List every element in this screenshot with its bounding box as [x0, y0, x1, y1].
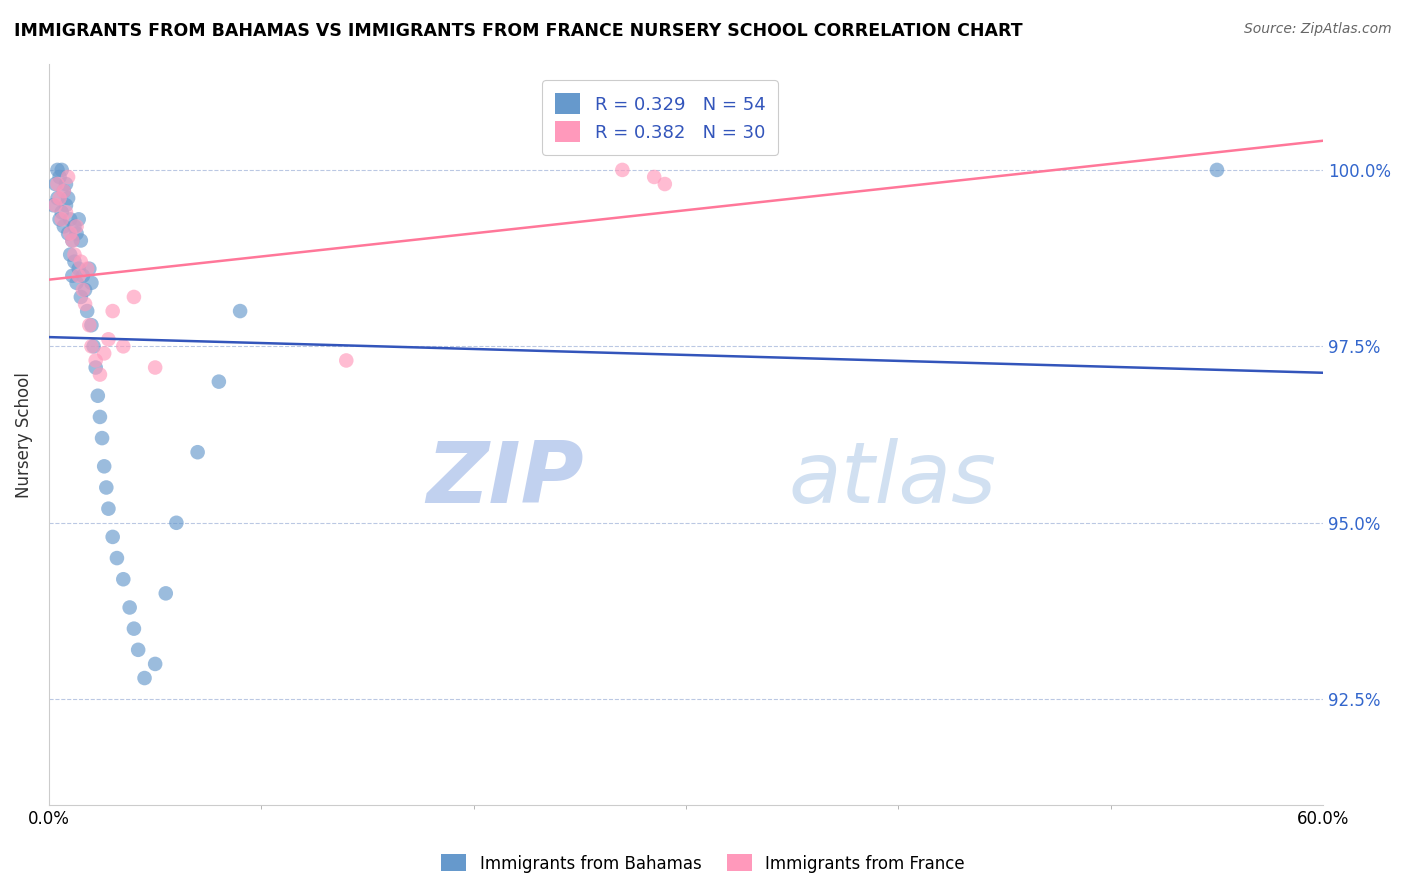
Legend: Immigrants from Bahamas, Immigrants from France: Immigrants from Bahamas, Immigrants from… [434, 847, 972, 880]
Y-axis label: Nursery School: Nursery School [15, 372, 32, 498]
Point [1206, 162, 1229, 177]
Point [335, 353, 357, 368]
Point [59, 212, 82, 227]
Point [80, 339, 103, 353]
Point [69, 234, 91, 248]
Point [84, 360, 107, 375]
Point [65, 227, 87, 241]
Point [67, 261, 90, 276]
Point [75, 283, 97, 297]
Point [93, 346, 115, 360]
Point [55, 198, 77, 212]
Point [72, 268, 94, 283]
Point [93, 459, 115, 474]
Point [56, 191, 79, 205]
Point [101, 530, 124, 544]
Point [59, 227, 82, 241]
Point [67, 212, 90, 227]
Point [52, 184, 75, 198]
Point [42, 198, 65, 212]
Point [97, 332, 120, 346]
Point [143, 360, 166, 375]
Point [60, 234, 83, 248]
Point [72, 283, 94, 297]
Point [187, 445, 209, 459]
Point [118, 600, 141, 615]
Text: atlas: atlas [787, 438, 995, 521]
Point [84, 353, 107, 368]
Point [48, 191, 70, 205]
Point [89, 368, 111, 382]
Point [87, 389, 110, 403]
Point [63, 219, 86, 234]
Point [51, 205, 73, 219]
Point [83, 339, 105, 353]
Point [65, 276, 87, 290]
Point [89, 409, 111, 424]
Point [69, 254, 91, 268]
Point [67, 268, 90, 283]
Point [48, 212, 70, 227]
Point [643, 169, 665, 184]
Point [165, 516, 187, 530]
Point [48, 169, 70, 184]
Point [55, 177, 77, 191]
Point [105, 551, 128, 566]
Point [65, 219, 87, 234]
Point [229, 304, 252, 318]
Text: IMMIGRANTS FROM BAHAMAS VS IMMIGRANTS FROM FRANCE NURSERY SCHOOL CORRELATION CHA: IMMIGRANTS FROM BAHAMAS VS IMMIGRANTS FR… [14, 22, 1022, 40]
Point [63, 247, 86, 261]
Point [76, 304, 98, 318]
Point [612, 162, 634, 177]
Point [80, 318, 103, 333]
Point [60, 234, 83, 248]
Point [63, 254, 86, 268]
Point [155, 586, 177, 600]
Point [112, 572, 135, 586]
Point [44, 177, 66, 191]
Point [79, 318, 101, 333]
Point [60, 268, 83, 283]
Point [101, 304, 124, 318]
Point [56, 169, 79, 184]
Point [143, 657, 166, 671]
Point [46, 191, 69, 205]
Point [654, 177, 676, 191]
Point [46, 177, 69, 191]
Point [91, 431, 114, 445]
Point [122, 622, 145, 636]
Point [52, 184, 75, 198]
Point [44, 198, 66, 212]
Point [122, 290, 145, 304]
Point [59, 247, 82, 261]
Point [76, 261, 98, 276]
Point [97, 501, 120, 516]
Point [134, 671, 156, 685]
Point [80, 276, 103, 290]
Text: Source: ZipAtlas.com: Source: ZipAtlas.com [1244, 22, 1392, 37]
Legend: R = 0.329   N = 54, R = 0.382   N = 30: R = 0.329 N = 54, R = 0.382 N = 30 [543, 80, 778, 154]
Point [79, 261, 101, 276]
Point [127, 642, 149, 657]
Point [208, 375, 231, 389]
Point [51, 162, 73, 177]
Point [51, 212, 73, 227]
Point [75, 297, 97, 311]
Point [69, 290, 91, 304]
Point [112, 339, 135, 353]
Text: ZIP: ZIP [426, 438, 583, 521]
Point [46, 162, 69, 177]
Point [52, 219, 75, 234]
Point [55, 205, 77, 219]
Point [56, 227, 79, 241]
Point [96, 481, 118, 495]
